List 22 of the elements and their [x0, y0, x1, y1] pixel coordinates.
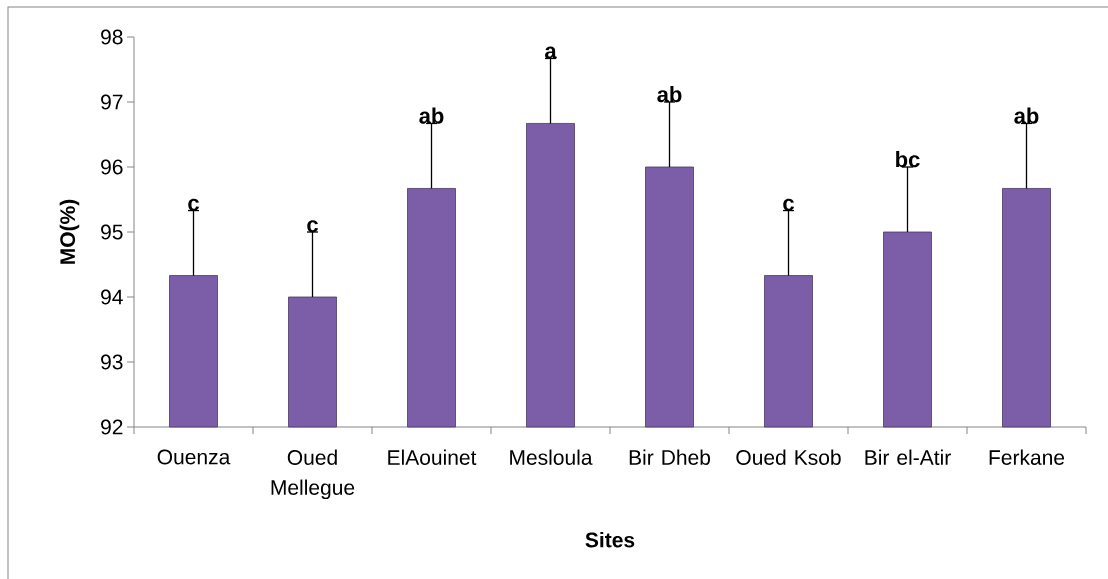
x-tick-label: Bir Dheb — [629, 449, 711, 465]
annotation: ab — [657, 86, 682, 103]
y-tick-label: 95 — [101, 224, 123, 240]
y-tick-label: 93 — [101, 354, 123, 370]
annotation: bc — [896, 151, 920, 168]
x-tick-label: Oued Ksob — [736, 449, 841, 465]
y-tick-label: 97 — [101, 94, 123, 110]
y-axis-title: MO(%) — [59, 199, 80, 264]
y-tick-label: 96 — [101, 159, 123, 175]
annotation: ab — [419, 107, 444, 124]
annotation: ab — [1014, 107, 1039, 124]
x-tick-label: ElAouinet — [388, 449, 477, 465]
x-axis-title: Sites — [585, 531, 635, 548]
x-tick-label: Mesloula — [510, 449, 593, 465]
x-tick-label: Ferkane — [989, 449, 1065, 465]
y-tick-label: 98 — [101, 29, 123, 45]
annotation: c — [307, 220, 318, 233]
y-tick-label: 94 — [101, 289, 123, 305]
x-tick-label: Bir el-Atir — [865, 449, 951, 465]
x-tick-label: Oued Mellegue — [271, 449, 355, 500]
x-tick-label: Ouenza — [157, 449, 231, 465]
y-tick-label: 92 — [101, 419, 123, 435]
